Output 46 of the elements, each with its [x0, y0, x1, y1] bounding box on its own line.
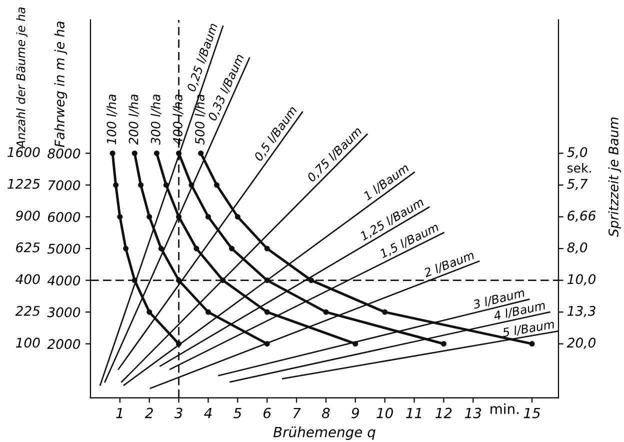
x-tick-label: 8 [322, 408, 330, 418]
x-axis-title: Brühemenge q [273, 426, 376, 440]
x-tick-label: 4 [204, 408, 212, 418]
text: 5 l/Baum [502, 319, 555, 338]
text: 1600 [8, 147, 40, 158]
text: 400 [16, 274, 40, 284]
x-tick-label: 12 [436, 408, 452, 418]
x-tick-label: 3 [174, 408, 182, 418]
text: 6,66 [568, 210, 596, 222]
x-tick-label: 2 [144, 408, 153, 418]
y-tick-label: 2000 [47, 339, 80, 350]
y-tick-label: 4000 [47, 276, 80, 286]
x-tick-label: 9 [352, 408, 359, 418]
text: 20,0 [566, 338, 596, 349]
text: 8,0 [567, 242, 588, 254]
text: 900 [16, 210, 40, 221]
text: 500 l/ha [194, 94, 206, 145]
text: 300 l/ha [150, 94, 162, 145]
text: 13,3 [567, 306, 596, 318]
x-tick-label: 15 [524, 408, 540, 418]
x-tick-label: 7 [293, 408, 301, 418]
text: min. [490, 403, 518, 414]
x-tick-label: 1 [116, 408, 122, 418]
y-tick-label: 5000 [47, 244, 80, 254]
text: 200 l/ha [128, 94, 140, 145]
text: 5,0 [567, 147, 588, 158]
x-tick-label: 5 [234, 408, 242, 418]
y-axis-title: Fahrweg in m je ha [54, 22, 68, 148]
text: 1225 [8, 178, 40, 189]
x-tick-label: 10 [376, 408, 393, 418]
text: sek. [567, 162, 591, 173]
text: 5,7 [567, 179, 588, 190]
y-tick-label: 8000 [48, 148, 80, 158]
text: 400 l/ha [172, 94, 184, 145]
y-tick-label: 3000 [47, 307, 80, 318]
text: 100 [16, 338, 40, 348]
text: 10,0 [567, 274, 596, 286]
text: 625 [16, 242, 40, 252]
y-tick-label: 7000 [48, 180, 80, 190]
x-tick-label: 11 [406, 408, 421, 418]
x-tick-label: 6 [264, 408, 271, 418]
text: 225 [15, 306, 40, 316]
y-tick-label: 6000 [48, 212, 80, 222]
x-tick-label: 13 [464, 408, 482, 418]
text: 100 l/ha [106, 94, 118, 144]
y2-axis-title: Spritzzeit je Baum [608, 118, 622, 237]
